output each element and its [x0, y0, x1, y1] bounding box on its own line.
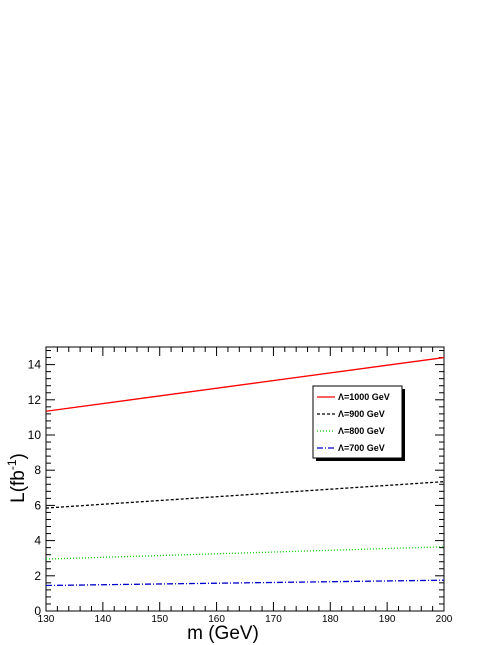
legend-box	[312, 385, 403, 459]
x-tick-label: 160	[208, 614, 225, 625]
y-tick-label: 12	[28, 393, 42, 407]
x-tick-label: 180	[322, 614, 339, 625]
legend-entry-4: Λ=700 GeV	[338, 443, 385, 453]
series-lines	[45, 356, 445, 587]
series-line-4	[45, 579, 445, 587]
y-tick-label: 6	[34, 498, 41, 512]
x-tick-label: 130	[38, 614, 55, 625]
plot-frame	[45, 346, 445, 612]
plot-area-border	[45, 346, 445, 612]
y-axis-label-superscript: -1	[5, 459, 19, 470]
y-axis-label-close: )	[8, 453, 29, 459]
x-tick-label: 170	[265, 614, 282, 625]
series-line-1	[45, 356, 445, 412]
series-line-3	[45, 546, 445, 560]
x-tick-label: 190	[379, 614, 396, 625]
legend: Λ=1000 GeV Λ=900 GeV Λ=800 GeV Λ=700 GeV	[312, 385, 405, 461]
x-tick-label: 200	[436, 614, 453, 625]
x-tick-label: 150	[151, 614, 168, 625]
x-axis-label: m (GeV)	[187, 623, 259, 644]
y-axis-label-main: L(fb	[8, 470, 29, 503]
legend-entry-2: Λ=900 GeV	[338, 409, 385, 419]
legend-entry-1: Λ=1000 GeV	[338, 392, 390, 402]
legend-entry-3: Λ=800 GeV	[338, 426, 385, 436]
y-tick-label: 14	[28, 358, 42, 372]
y-axis: 0 2 4 6 8 10 12 14	[28, 350, 444, 618]
series-line-2	[45, 480, 445, 509]
y-tick-label: 2	[34, 569, 41, 583]
y-tick-label: 8	[34, 463, 41, 477]
y-axis-label: L(fb-1)	[5, 453, 29, 503]
y-tick-label: 10	[28, 428, 42, 442]
y-tick-label: 0	[34, 604, 41, 618]
x-tick-label: 140	[95, 614, 112, 625]
y-tick-label: 4	[34, 534, 41, 548]
x-axis: 130 140 150 160 170 180 190 200	[38, 347, 453, 625]
